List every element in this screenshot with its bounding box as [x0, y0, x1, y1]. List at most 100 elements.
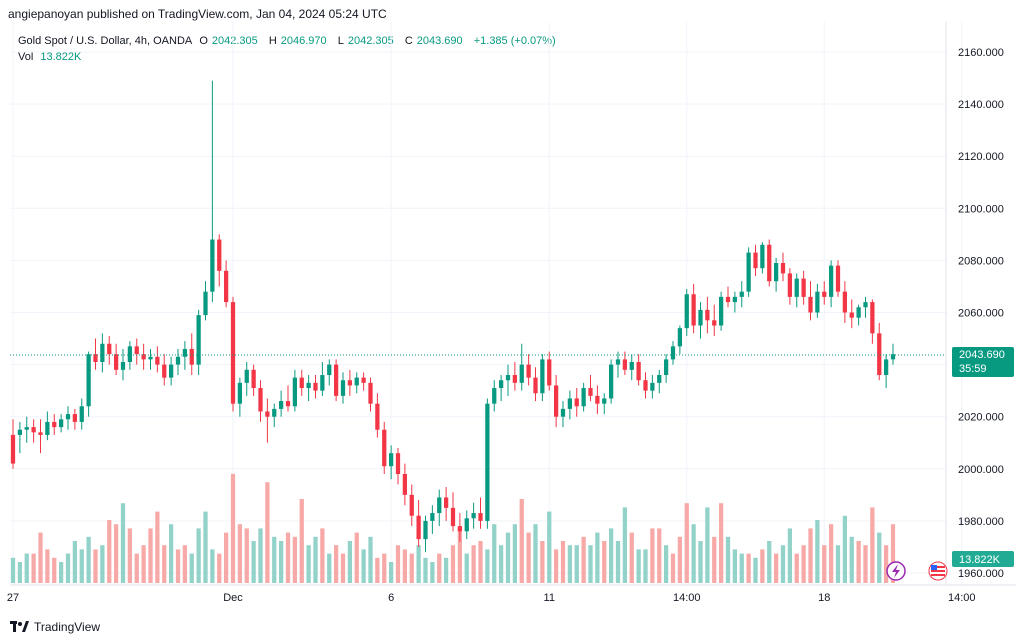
- candle: [430, 505, 435, 534]
- volume-bar: [732, 549, 738, 583]
- candle: [141, 343, 146, 370]
- legend: Gold Spot / U.S. Dollar, 4h, OANDA O 2042…: [18, 33, 560, 65]
- volume-bar: [815, 520, 820, 583]
- candle-body: [725, 296, 731, 303]
- candle-body: [870, 302, 875, 334]
- volume-bar: [272, 536, 277, 583]
- volume-bar: [182, 545, 188, 583]
- candle: [492, 380, 497, 412]
- candle-body: [347, 380, 353, 386]
- candle-body: [79, 406, 84, 422]
- volume-bar: [162, 545, 167, 583]
- candle-body: [739, 291, 744, 297]
- candle: [801, 270, 806, 305]
- candle-body: [278, 401, 284, 409]
- volume-bar: [423, 557, 428, 583]
- candle: [306, 375, 311, 402]
- candle: [375, 393, 380, 438]
- candle-body: [86, 354, 91, 407]
- volume-bar: [801, 545, 806, 583]
- candle: [395, 447, 401, 485]
- candle-body: [691, 294, 696, 326]
- candle-body: [313, 382, 318, 391]
- candle: [842, 281, 848, 323]
- candle-body: [450, 507, 456, 527]
- us-flag-icon[interactable]: [928, 561, 948, 581]
- volume-bar: [86, 536, 91, 583]
- volume-bar: [100, 545, 105, 583]
- candle: [849, 299, 854, 329]
- candle: [767, 239, 772, 287]
- candle-body: [636, 361, 641, 381]
- volume-tag-value: 13.822K: [959, 554, 1001, 566]
- vol-label[interactable]: Vol: [18, 51, 34, 63]
- candle-body: [822, 291, 827, 297]
- volume-bar: [278, 541, 284, 583]
- open-value: 2042.305: [211, 35, 258, 47]
- candle-body: [670, 346, 676, 360]
- price-tag-countdown: 35:59: [959, 363, 987, 375]
- candle-body: [760, 244, 765, 269]
- candle-body: [409, 494, 414, 516]
- candle-body: [705, 309, 710, 321]
- candle-body: [306, 382, 311, 389]
- candle-body: [767, 244, 772, 282]
- low-label: L: [337, 35, 344, 47]
- candle: [113, 343, 119, 376]
- candle: [17, 421, 23, 454]
- candle-body: [560, 408, 566, 417]
- candle-body: [175, 356, 181, 365]
- candle-body: [285, 401, 291, 407]
- candle: [663, 354, 669, 383]
- volume-bar: [595, 532, 600, 583]
- volume-bar: [450, 545, 456, 583]
- candle-body: [340, 380, 346, 396]
- candle: [93, 338, 98, 370]
- candle: [712, 304, 717, 336]
- volume-bar: [498, 545, 504, 583]
- volume-bar: [890, 524, 896, 583]
- candle: [443, 487, 449, 521]
- candle: [567, 390, 573, 420]
- candle-body: [388, 453, 394, 467]
- candle-body: [753, 252, 758, 269]
- x-tick-label: 18: [818, 592, 830, 604]
- candle: [327, 359, 332, 386]
- candle-body: [815, 291, 820, 313]
- candle-body: [113, 354, 119, 370]
- volume-bar: [327, 553, 332, 583]
- candle-body: [808, 296, 813, 313]
- candle: [732, 291, 738, 313]
- volume-bar: [533, 524, 538, 583]
- volume-bars: [10, 473, 896, 583]
- volume-bar: [395, 545, 401, 583]
- volume-bar: [643, 549, 648, 583]
- volume-bar: [10, 557, 16, 583]
- volume-bar: [849, 536, 854, 583]
- candle: [24, 416, 29, 443]
- footer-brand[interactable]: TradingView: [10, 620, 100, 634]
- candle: [409, 484, 414, 527]
- lightning-icon[interactable]: [886, 561, 906, 581]
- candle: [162, 354, 167, 386]
- candle: [368, 377, 373, 412]
- candle-body: [196, 315, 201, 365]
- candle-body: [65, 414, 71, 420]
- candle-body: [492, 388, 497, 404]
- candle-body: [608, 364, 614, 399]
- volume-bar: [24, 553, 29, 583]
- volume-bar: [870, 507, 875, 583]
- candle: [272, 403, 277, 428]
- candle-body: [155, 356, 160, 365]
- candle: [258, 380, 263, 422]
- volume-bar: [657, 528, 662, 583]
- volume-bar: [31, 553, 36, 583]
- candle-body: [835, 265, 841, 292]
- symbol-title[interactable]: Gold Spot / U.S. Dollar, 4h, OANDA: [18, 35, 193, 47]
- candle-body: [72, 414, 78, 422]
- candle: [423, 515, 428, 553]
- candle: [677, 325, 683, 355]
- legend-vol-row: Vol 13.822K: [18, 49, 560, 65]
- candle-body: [553, 385, 559, 417]
